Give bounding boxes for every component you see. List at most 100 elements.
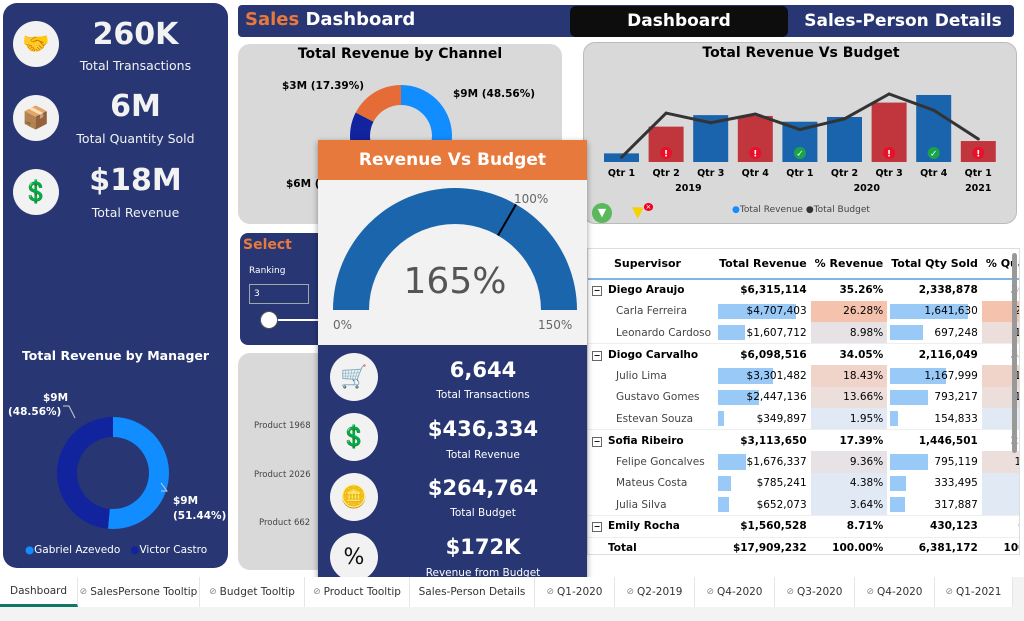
budget-point[interactable]	[976, 137, 980, 141]
collapse-icon[interactable]: −	[592, 436, 602, 447]
page-tab-label: Q4-2020	[877, 586, 923, 598]
table-row-group[interactable]: −Sofia Ribeiro$3,113,65017.39%1,446,5012…	[588, 429, 1019, 451]
table-row-group[interactable]: − Diogo Carvalho $6,098,516 34.05% 2,116,049…	[588, 343, 1019, 365]
collapse-icon[interactable]: −	[592, 350, 602, 361]
table-cell: $6,098,516	[715, 343, 811, 365]
table-cell: 2.43%	[981, 408, 1019, 430]
tooltip-kpi-label: Revenue from Budget	[425, 567, 541, 579]
revenue-bar[interactable]	[827, 116, 862, 162]
table-cell: 35.26%	[810, 278, 888, 301]
ranking-slider-track[interactable]	[270, 319, 330, 321]
table-row[interactable]: Felipe Goncalves $1,676,3379.36%795,11912…	[588, 451, 1019, 473]
legend-item[interactable]: ●Total Budget	[805, 205, 870, 215]
page-tabs: Dashboard ⊘ SalesPersone Tooltip ⊘ Budget To…	[0, 577, 1024, 621]
tooltip-kpi-label: Total Transactions	[436, 389, 530, 401]
manager-slice[interactable]	[56, 417, 113, 529]
budget-point[interactable]	[798, 128, 802, 132]
budget-point[interactable]	[753, 112, 757, 116]
handshake-money-icon: 🤝	[13, 21, 59, 67]
status-glyph: !	[753, 150, 757, 160]
table-cell: 1,167,999	[887, 365, 982, 387]
page-tab[interactable]: ⊘ SalesPersone Tooltip	[78, 577, 200, 607]
page-tab-label: Q3-2020	[797, 586, 843, 598]
table-row[interactable]: Leonardo Cardoso$1,607,7128.98%697,24810…	[588, 322, 1019, 344]
x-tick-label: Qtr 3	[875, 168, 902, 179]
tooltip-kpi-value: 6,644	[449, 358, 517, 382]
table-cell: Felipe Goncalves	[616, 455, 705, 468]
check-shield-icon	[793, 147, 806, 159]
page-tab[interactable]: ⊘ Product Tooltip	[305, 577, 410, 607]
page-tab[interactable]: ⊘ Budget Tooltip	[200, 577, 305, 607]
hidden-page-icon: ⊘	[945, 587, 954, 597]
collapse-icon[interactable]: −	[592, 286, 602, 297]
channel-slice[interactable]	[355, 85, 401, 122]
budget-point[interactable]	[709, 121, 713, 125]
table-row-group[interactable]: −Diego Araujo$6,315,11435.26%2,338,87836…	[588, 278, 1019, 301]
manager-legend: ●Gabriel Azevedo ●Victor Castro	[25, 544, 207, 556]
table-cell: 2,338,878	[887, 278, 982, 301]
page-tab[interactable]: ⊘ Q1-2021	[935, 577, 1013, 607]
table-cell: 1,446,501	[887, 429, 982, 451]
budget-point[interactable]	[620, 155, 623, 159]
column-header[interactable]: Supervisor	[588, 249, 716, 280]
clear-filter-icon[interactable]: ▼ ×	[632, 203, 654, 221]
table-row[interactable]: Julio Lima$3,301,48218.43%1,167,99918.30…	[588, 365, 1019, 387]
tooltip-kpi-label: Total Budget	[450, 507, 516, 519]
table-row[interactable]: Gustavo Gomes$2,447,13613.66%793,21712.4…	[588, 386, 1019, 409]
table-cell: 317,887	[887, 494, 982, 516]
page-tab[interactable]: Sales-Person Details	[410, 577, 535, 607]
kpi-panel: 🤝 260K Total Transactions 📦 6M Total Qua…	[3, 3, 228, 568]
table-cell: Carla Ferreira	[616, 305, 688, 318]
ranking-input[interactable]: 3	[249, 284, 309, 304]
table-cell: 1,641,630	[887, 301, 982, 323]
revenue-budget-chart[interactable]: Qtr 1! Qtr 2 Qtr 3! Qtr 4 ✓ Qtr 1 Qtr 2! Qtr 3 ✓…	[584, 43, 1018, 225]
table-scrollbar[interactable]	[1012, 253, 1017, 453]
nav-sales-person-button[interactable]: Sales-Person Details	[804, 11, 1002, 31]
page-tab[interactable]: ⊘ Q3-2020	[775, 577, 855, 607]
manager-donut-chart[interactable]: $9M (48.56%) $9M (51.44%)	[3, 373, 228, 543]
supervisor-matrix[interactable]: Supervisor Total Revenue% Revenue Total Qt…	[587, 248, 1020, 555]
budget-point[interactable]	[887, 92, 891, 96]
page-tab[interactable]: ⊘ Q4-2020	[855, 577, 935, 607]
column-header[interactable]: Total Revenue	[715, 249, 811, 280]
table-cell: $1,676,337	[715, 451, 811, 473]
manager-slice[interactable]	[107, 417, 169, 529]
x-tick-label: Qtr 2	[652, 168, 679, 179]
table-row[interactable]: Carla Ferreira$4,707,40326.28%1,641,6302…	[588, 300, 1019, 323]
page-tab[interactable]: ⊘ Q4-2020	[695, 577, 775, 607]
budget-point[interactable]	[843, 117, 846, 121]
gauge-min: 0%	[333, 318, 352, 332]
budget-point[interactable]	[664, 111, 668, 115]
page-title: Sales Dashboard	[245, 9, 416, 30]
collapse-icon[interactable]: −	[592, 522, 602, 533]
table-cell: 17.39%	[810, 429, 888, 451]
manager-slice-pct: (48.56%)	[8, 406, 61, 418]
gauge-value: 165%	[404, 261, 507, 302]
legend-item[interactable]: ●Victor Castro	[130, 544, 208, 556]
table-cell: 793,217	[887, 387, 982, 409]
page-tab[interactable]: Dashboard	[0, 577, 78, 607]
filter-icon[interactable]: ▼	[592, 203, 612, 223]
page-tab[interactable]: ⊘ Q2-2019	[615, 577, 695, 607]
revenue-budget-tooltip: Revenue Vs Budget 165% 0% 150% 100% 🛒 6,…	[318, 140, 587, 590]
page-tab[interactable]: ⊘ Q1-2020	[535, 577, 615, 607]
page-tab-label: SalesPersone Tooltip	[90, 586, 198, 598]
boxes-hand-icon: 📦	[13, 95, 59, 141]
legend-item[interactable]: ●Gabriel Azevedo	[25, 544, 121, 556]
ranking-slider-handle[interactable]	[260, 311, 278, 329]
nav-dashboard-button[interactable]: Dashboard	[570, 6, 788, 37]
table-cell: − Sofia Ribeiro	[588, 429, 716, 451]
column-header[interactable]: % Revenue	[810, 249, 888, 280]
legend-item[interactable]: ●Total Revenue	[732, 205, 803, 215]
column-header[interactable]: Total Qty Sold	[887, 249, 982, 280]
table-cell: 4.98%	[981, 494, 1019, 516]
table-cell: $2,447,136	[715, 387, 811, 409]
table-cell: 100.00%	[810, 536, 888, 554]
budget-point[interactable]	[932, 108, 936, 112]
product-label: Product 2026	[254, 470, 311, 480]
table-cell: Gustavo Gomes	[616, 391, 700, 404]
